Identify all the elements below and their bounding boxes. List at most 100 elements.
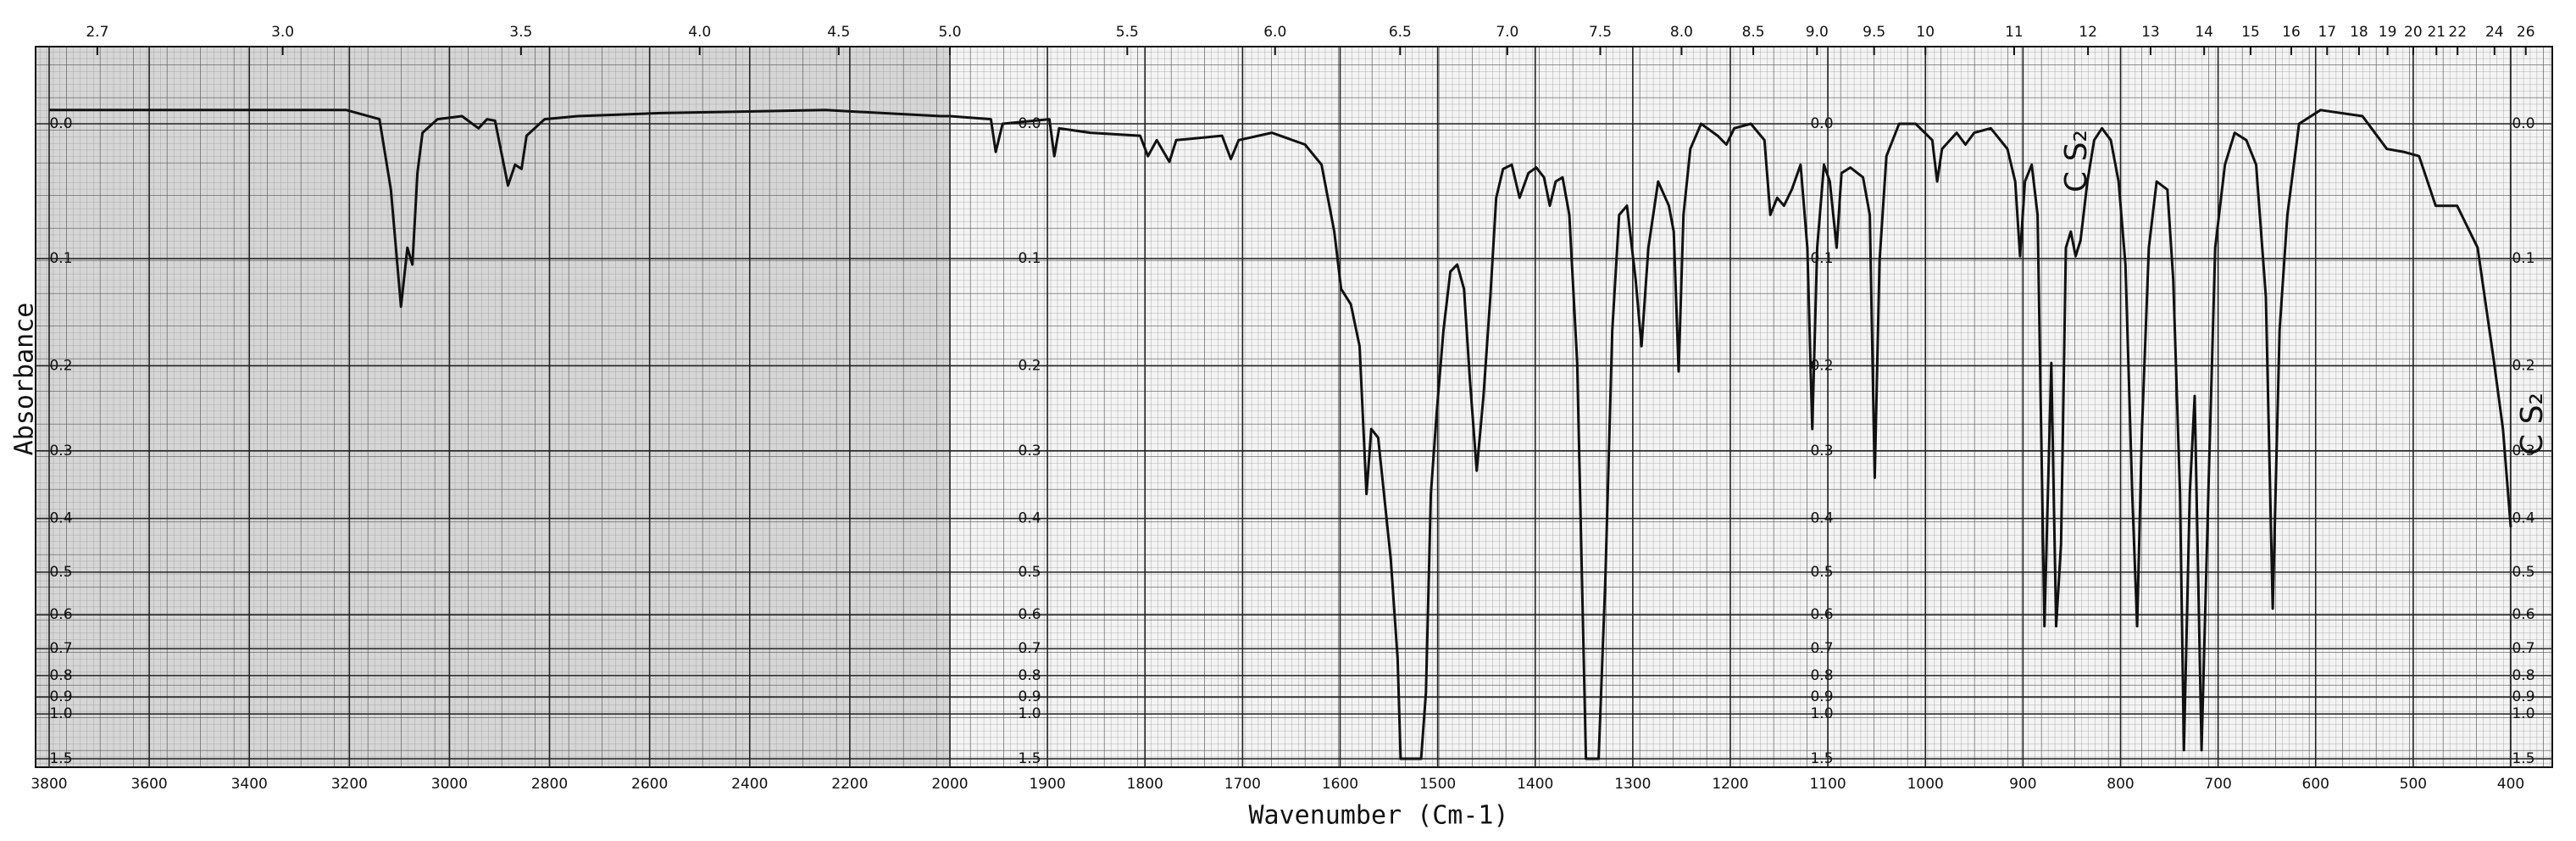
- y-tick-label: 0.8: [1810, 667, 1833, 684]
- y-tick-label: 0.0: [2512, 115, 2534, 132]
- x-tick-label: 500: [2400, 776, 2427, 793]
- x-tick-label: 2200: [831, 776, 868, 793]
- x-tick-label: 1300: [1614, 776, 1651, 793]
- x-tick-label: 1100: [1809, 776, 1846, 793]
- x-tick-label: 3200: [331, 776, 368, 793]
- x-tick-label: 3800: [31, 776, 67, 793]
- top-tick-label: 5.5: [1116, 24, 1139, 41]
- y-tick-label: 0.6: [1018, 606, 1041, 623]
- y-tick-label: 0.1: [1810, 250, 1833, 267]
- top-tick-label: 3.0: [271, 24, 294, 41]
- y-tick-label: 0.3: [1018, 443, 1041, 459]
- x-tick-label: 700: [2204, 776, 2231, 793]
- y-tick-label: 1.0: [1018, 705, 1041, 722]
- y-tick-label: 0.4: [2512, 510, 2534, 527]
- y-tick-label: 0.8: [1018, 667, 1041, 684]
- top-tick-label: 2.7: [86, 24, 108, 41]
- top-tick-label: 5.0: [938, 24, 961, 41]
- x-tick-label: 3000: [431, 776, 468, 793]
- top-tick-label: 21: [2427, 24, 2446, 41]
- top-tick-label: 20: [2404, 24, 2423, 41]
- y-tick-label: 0.9: [49, 688, 72, 705]
- top-tick-label: 22: [2448, 24, 2467, 41]
- top-tick-label: 7.5: [1589, 24, 1612, 41]
- y-tick-label: 0.2: [1018, 357, 1041, 374]
- x-axis-label: Wavenumber (Cm-1): [1248, 801, 1508, 831]
- top-tick-label: 13: [2141, 24, 2160, 41]
- top-tick-label: 10: [1916, 24, 1935, 41]
- x-tick-label: 1800: [1127, 776, 1163, 793]
- y-tick-label: 1.5: [49, 750, 72, 767]
- top-tick-label: 19: [2379, 24, 2397, 41]
- y-tick-label: 0.3: [1810, 443, 1833, 459]
- x-tick-label: 400: [2497, 776, 2524, 793]
- y-tick-label: 0.8: [2512, 667, 2534, 684]
- y-tick-label: 0.7: [1018, 640, 1041, 657]
- x-tick-label: 2000: [931, 776, 968, 793]
- y-tick-label: 0.0: [1810, 115, 1833, 132]
- x-tick-label: 3400: [231, 776, 268, 793]
- y-tick-label: 0.4: [1810, 510, 1833, 527]
- y-tick-label: 1.5: [1018, 750, 1041, 767]
- top-tick-label: 6.5: [1389, 24, 1412, 41]
- annotation: C S₂: [2515, 393, 2550, 455]
- spectrum-line: [49, 109, 950, 309]
- y-tick-label: 0.0: [1018, 115, 1041, 132]
- x-tick-label: 1400: [1517, 776, 1553, 793]
- top-tick-label: 9.5: [1863, 24, 1885, 41]
- x-tick-label: 3600: [130, 776, 167, 793]
- annotation: C S₂: [2059, 130, 2094, 192]
- y-tick-label: 0.9: [1810, 688, 1833, 705]
- x-tick-label: 1200: [1712, 776, 1748, 793]
- top-tick-label: 18: [2350, 24, 2368, 41]
- y-axis-label: Absorbance: [10, 303, 40, 456]
- top-tick-label: 17: [2318, 24, 2336, 41]
- y-tick-label: 0.8: [49, 667, 72, 684]
- coarse-grid: [36, 47, 2552, 767]
- y-tick-label: 0.7: [2512, 640, 2534, 657]
- y-tick-label: 0.3: [49, 443, 72, 459]
- chart-layer: 0.00.10.20.30.40.50.60.70.80.91.01.53800…: [31, 24, 2552, 793]
- y-tick-label: 0.2: [2512, 357, 2534, 374]
- top-tick-label: 4.5: [827, 24, 850, 41]
- y-tick-label: 0.6: [2512, 606, 2534, 623]
- y-tick-label: 1.5: [1810, 750, 1833, 767]
- top-tick-label: 7.0: [1496, 24, 1518, 41]
- spectrum-line: [949, 109, 2512, 760]
- y-tick-label: 0.5: [1018, 564, 1041, 581]
- y-tick-label: 0.1: [49, 250, 72, 267]
- y-tick-label: 0.7: [49, 640, 72, 657]
- y-tick-label: 0.1: [1018, 250, 1041, 267]
- y-tick-label: 1.0: [49, 705, 72, 722]
- top-tick-label: 26: [2517, 24, 2535, 41]
- top-tick-label: 8.0: [1670, 24, 1693, 41]
- y-tick-label: 0.7: [1810, 640, 1833, 657]
- top-tick-label: 24: [2485, 24, 2504, 41]
- top-tick-label: 12: [2079, 24, 2097, 41]
- y-tick-label: 0.9: [2512, 688, 2534, 705]
- x-tick-label: 1500: [1419, 776, 1456, 793]
- x-tick-label: 800: [2107, 776, 2134, 793]
- y-tick-label: 0.1: [2512, 250, 2534, 267]
- x-tick-label: 1900: [1029, 776, 1065, 793]
- top-tick-label: 6.0: [1263, 24, 1286, 41]
- top-tick-label: 8.5: [1742, 24, 1765, 41]
- x-tick-label: 2600: [631, 776, 668, 793]
- x-tick-label: 600: [2302, 776, 2329, 793]
- top-tick-label: 14: [2195, 24, 2213, 41]
- y-tick-label: 0.9: [1018, 688, 1041, 705]
- top-tick-label: 15: [2241, 24, 2260, 41]
- x-tick-label: 1000: [1907, 776, 1944, 793]
- top-tick-label: 11: [2005, 24, 2024, 41]
- x-tick-label: 1600: [1322, 776, 1358, 793]
- y-tick-label: 0.2: [49, 357, 72, 374]
- y-tick-label: 0.5: [2512, 564, 2534, 581]
- y-tick-label: 1.5: [2512, 750, 2534, 767]
- x-tick-label: 2800: [531, 776, 568, 793]
- y-tick-label: 0.4: [49, 510, 72, 527]
- top-tick-label: 4.0: [688, 24, 711, 41]
- y-tick-label: 0.3: [2512, 443, 2534, 459]
- x-tick-label: 1700: [1224, 776, 1261, 793]
